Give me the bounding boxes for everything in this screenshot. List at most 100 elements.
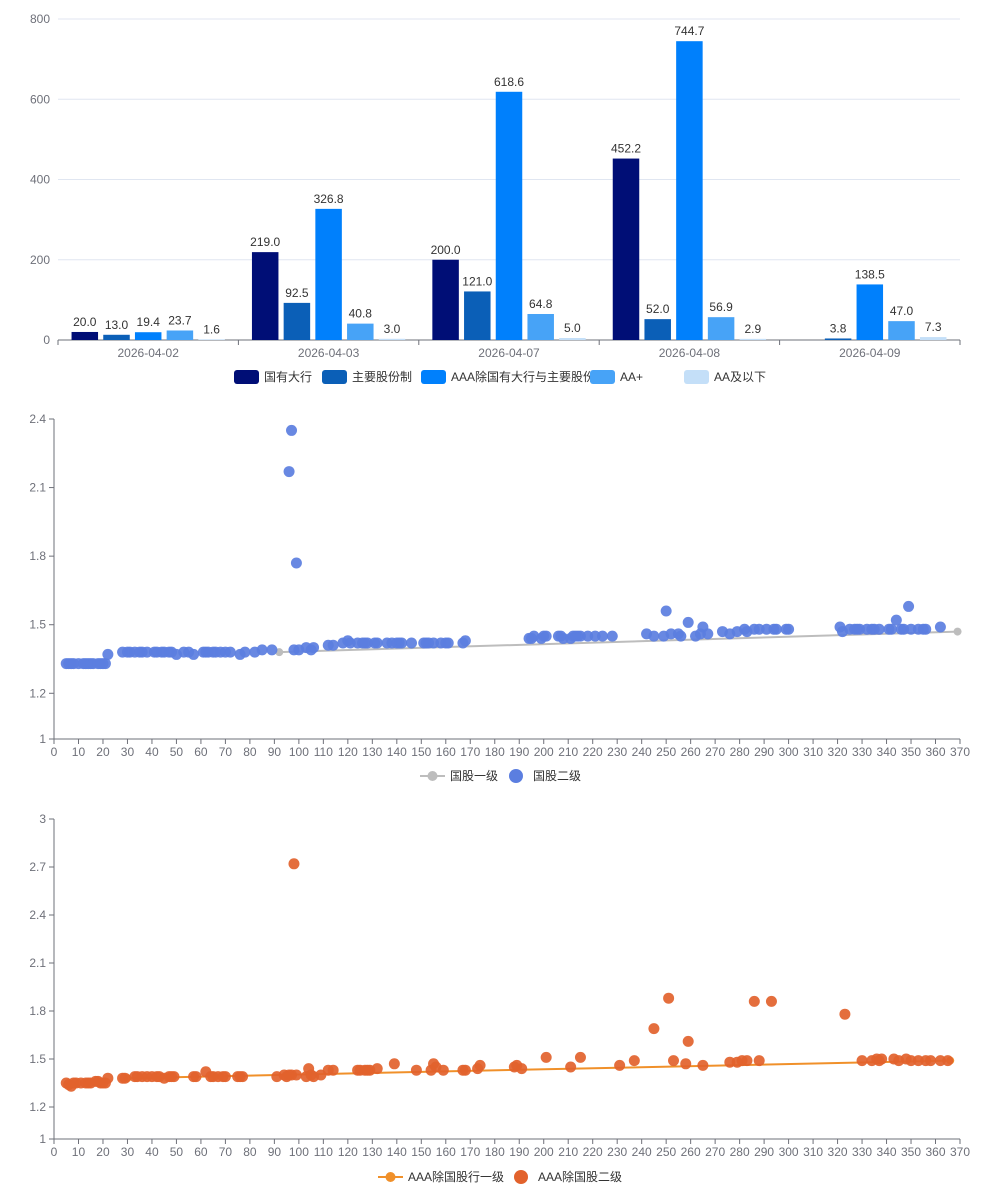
scatter-point: [856, 1055, 868, 1067]
x-tick-label: 30: [121, 745, 135, 759]
scatter-point: [606, 630, 618, 642]
legend-label: 国有大行: [264, 370, 312, 384]
x-tick-label: 250: [656, 745, 676, 759]
bar-data-label: 92.5: [285, 286, 309, 300]
scatter-point: [565, 1061, 577, 1073]
scatter-point: [474, 1059, 486, 1071]
bar: [919, 337, 947, 340]
bar-data-label: 326.8: [314, 192, 344, 206]
bar-data-label: 56.9: [709, 300, 733, 314]
legend-label: 主要股份制: [352, 370, 412, 384]
bar: [644, 319, 671, 340]
scatter-point: [437, 1064, 449, 1076]
scatter-point: [668, 1055, 680, 1067]
y-tick-label: 1.5: [29, 618, 46, 632]
scatter-chart-guogu: 1 1.2 1.5 1.8 2.1 2.4 0 10 20 30 40 50 60 70 80 90 100 11…: [29, 412, 970, 783]
scatter-point: [873, 623, 885, 635]
x-tick-label: 0: [51, 1145, 58, 1159]
x-tick-label: 70: [219, 745, 233, 759]
bar: [198, 339, 225, 340]
x-tick-label: 120: [338, 745, 358, 759]
scatter-point: [290, 1069, 302, 1081]
x-tick-label: 70: [219, 1145, 233, 1159]
x-tick-label: 200: [534, 1145, 554, 1159]
scatter-point: [188, 648, 200, 660]
x-tick-label: 220: [583, 745, 603, 759]
bar-data-label: 7.3: [925, 320, 942, 334]
scatter-point: [459, 635, 471, 647]
x-tick-label: 80: [243, 1145, 257, 1159]
scatter-point: [540, 630, 552, 642]
x-tick-label: 300: [779, 745, 799, 759]
scatter-point: [286, 424, 298, 436]
x-tick-label: 310: [803, 745, 823, 759]
legend-label: AA及以下: [714, 370, 766, 384]
x-tick-label: 10: [72, 1145, 86, 1159]
x-tick-label: 210: [558, 745, 578, 759]
bar-data-label: 52.0: [646, 302, 670, 316]
x-tick-label: 320: [828, 745, 848, 759]
scatter-point: [396, 637, 408, 649]
bar-data-label: 19.4: [137, 315, 161, 329]
x-tick-label: 60: [194, 1145, 208, 1159]
x-tick-label: 310: [803, 1145, 823, 1159]
x-tick-label: 240: [632, 1145, 652, 1159]
scatter-point: [327, 1064, 339, 1076]
scatter-point: [702, 628, 714, 640]
scatter-point: [697, 1059, 709, 1071]
bar: [166, 330, 194, 340]
x-tick-label: 0: [51, 745, 58, 759]
y-tick-label: 1.2: [29, 1100, 46, 1114]
x-tick-label: 160: [436, 745, 456, 759]
scatter-point: [168, 1071, 180, 1083]
y-tick-label: 2.4: [29, 908, 46, 922]
scatter-point: [920, 623, 932, 635]
scatter-point: [102, 1072, 114, 1084]
x-tick-label: 90: [268, 745, 282, 759]
bar: [612, 158, 640, 340]
legend-label: 国股一级: [450, 769, 498, 783]
x-tick-label: 370: [950, 1145, 970, 1159]
scatter-point: [839, 1008, 851, 1020]
bar-data-label: 20.0: [73, 315, 97, 329]
x-tick-label: 230: [607, 1145, 627, 1159]
x-tick-label: 320: [828, 1145, 848, 1159]
bar-data-label: 2.9: [744, 322, 761, 336]
scatter-point: [239, 646, 251, 658]
x-tick-label: 20: [96, 745, 110, 759]
scatter-point: [288, 858, 300, 870]
x-tick-label: 210: [558, 1145, 578, 1159]
scatter-point: [765, 995, 777, 1007]
scatter-point: [410, 1064, 422, 1076]
bar-x-tick-label: 2026-04-07: [478, 346, 540, 360]
x-tick-label: 130: [362, 745, 382, 759]
bar: [559, 337, 586, 340]
bar: [347, 323, 374, 340]
x-tick-label: 50: [170, 1145, 184, 1159]
x-tick-label: 360: [925, 1145, 945, 1159]
x-tick-label: 290: [754, 745, 774, 759]
scatter-point: [406, 637, 418, 649]
bar: [739, 338, 767, 340]
legend-label: AAA除国股行一级: [408, 1169, 504, 1184]
bar: [888, 321, 915, 340]
x-tick-label: 340: [877, 745, 897, 759]
scatter-point: [675, 630, 687, 642]
y-tick-label: 2.1: [29, 481, 46, 495]
bar-data-label: 47.0: [890, 304, 914, 318]
bar: [283, 302, 311, 340]
x-tick-label: 360: [925, 745, 945, 759]
legend-label: AAA除国有大行与主要股份制: [451, 369, 607, 384]
x-tick-label: 40: [145, 745, 159, 759]
y-tick-label: 2.1: [29, 956, 46, 970]
scatter-point: [290, 557, 302, 569]
x-tick-label: 260: [681, 1145, 701, 1159]
x-tick-label: 170: [460, 745, 480, 759]
bar: [824, 338, 852, 340]
scatter-point: [266, 644, 278, 656]
y-tick-label: 3: [39, 812, 46, 826]
scatter-point: [876, 1053, 888, 1065]
x-tick-label: 30: [121, 1145, 135, 1159]
legend-dot-swatch: [514, 1170, 528, 1184]
